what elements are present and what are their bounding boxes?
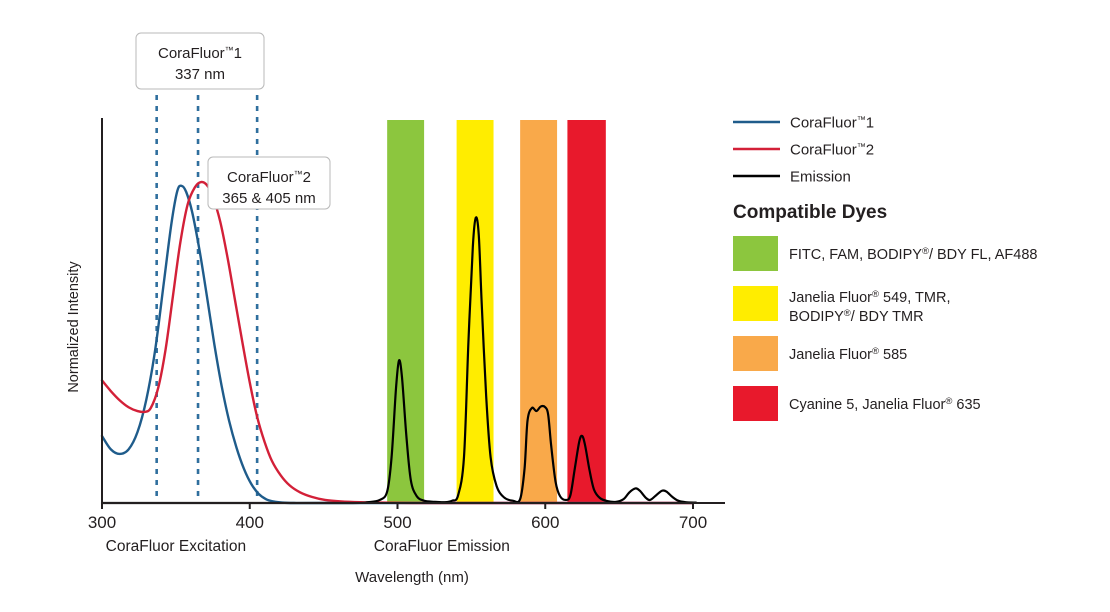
coraFluor1-callout-line1: CoraFluor™1 bbox=[158, 45, 242, 62]
red-band bbox=[567, 120, 606, 503]
coraFluor2-callout-line1: CoraFluor™2 bbox=[227, 169, 311, 186]
dye-label-2-0: Janelia Fluor® 585 bbox=[789, 346, 907, 364]
legend-item-2: Emission bbox=[733, 169, 851, 186]
dye-label-3-0: Cyanine 5, Janelia Fluor® 635 bbox=[789, 396, 981, 414]
dye-label-0-0: FITC, FAM, BODIPY®/ BDY FL, AF488 bbox=[789, 246, 1037, 264]
yellow-band bbox=[456, 120, 494, 503]
axes-layer: 300 400 500 600 700 CoraFluor Excitation CoraF… bbox=[66, 118, 725, 586]
legend-label-0: CoraFluor™1 bbox=[790, 115, 874, 132]
dye-label-1-0: Janelia Fluor® 549, TMR, bbox=[789, 289, 950, 307]
x-tick-label-600: 600 bbox=[531, 513, 559, 532]
dye-color-swatch-3 bbox=[733, 386, 778, 421]
legend-item-0: CoraFluor™1 bbox=[733, 115, 874, 132]
dye-item-2: Janelia Fluor® 585 bbox=[733, 336, 907, 371]
legend-label-1: CoraFluor™2 bbox=[790, 142, 874, 159]
axis-section-label-0: CoraFluor Excitation bbox=[106, 538, 246, 555]
dye-item-3: Cyanine 5, Janelia Fluor® 635 bbox=[733, 386, 981, 421]
legend-label-2: Emission bbox=[790, 169, 851, 186]
series-curve-2 bbox=[100, 216, 698, 505]
dyes-heading: Compatible Dyes bbox=[733, 202, 887, 223]
dye-color-swatch-0 bbox=[733, 236, 778, 271]
dye-color-swatch-2 bbox=[733, 336, 778, 371]
annotations-layer: CoraFluor™1 337 nm CoraFluor™2 365 & 405 nm bbox=[135, 32, 331, 210]
coraFluor1-callout: CoraFluor™1 337 nm bbox=[135, 32, 265, 90]
legend-item-1: CoraFluor™2 bbox=[733, 142, 874, 159]
dye-item-0: FITC, FAM, BODIPY®/ BDY FL, AF488 bbox=[733, 236, 1037, 271]
markers-layer bbox=[155, 84, 259, 503]
coraFluor1-callout-box bbox=[135, 32, 265, 90]
coraFluor2-callout-box bbox=[207, 156, 331, 210]
x-tick-label-700: 700 bbox=[679, 513, 707, 532]
dye-label-1-1: BODIPY®/ BDY TMR bbox=[789, 308, 924, 326]
dye-color-swatch-1 bbox=[733, 286, 778, 321]
coraFluor2-callout: CoraFluor™2 365 & 405 nm bbox=[207, 156, 331, 210]
coraFluor1-callout-line2: 337 nm bbox=[175, 66, 225, 83]
dye-item-1: Janelia Fluor® 549, TMR,BODIPY®/ BDY TMR bbox=[733, 286, 950, 325]
legend-layer: CoraFluor™1 CoraFluor™2 Emission bbox=[733, 115, 874, 186]
x-axis-title: Wavelength (nm) bbox=[355, 569, 469, 586]
y-axis-title: Normalized Intensity bbox=[66, 261, 82, 393]
x-tick-label-300: 300 bbox=[88, 513, 116, 532]
coraFluor2-callout-line2: 365 & 405 nm bbox=[222, 190, 315, 207]
axis-section-label-1: CoraFluor Emission bbox=[374, 538, 510, 555]
dyes-layer: Compatible Dyes FITC, FAM, BODIPY®/ BDY F… bbox=[733, 202, 1037, 421]
x-tick-label-400: 400 bbox=[236, 513, 264, 532]
x-tick-label-500: 500 bbox=[383, 513, 411, 532]
bands-layer bbox=[387, 120, 606, 503]
